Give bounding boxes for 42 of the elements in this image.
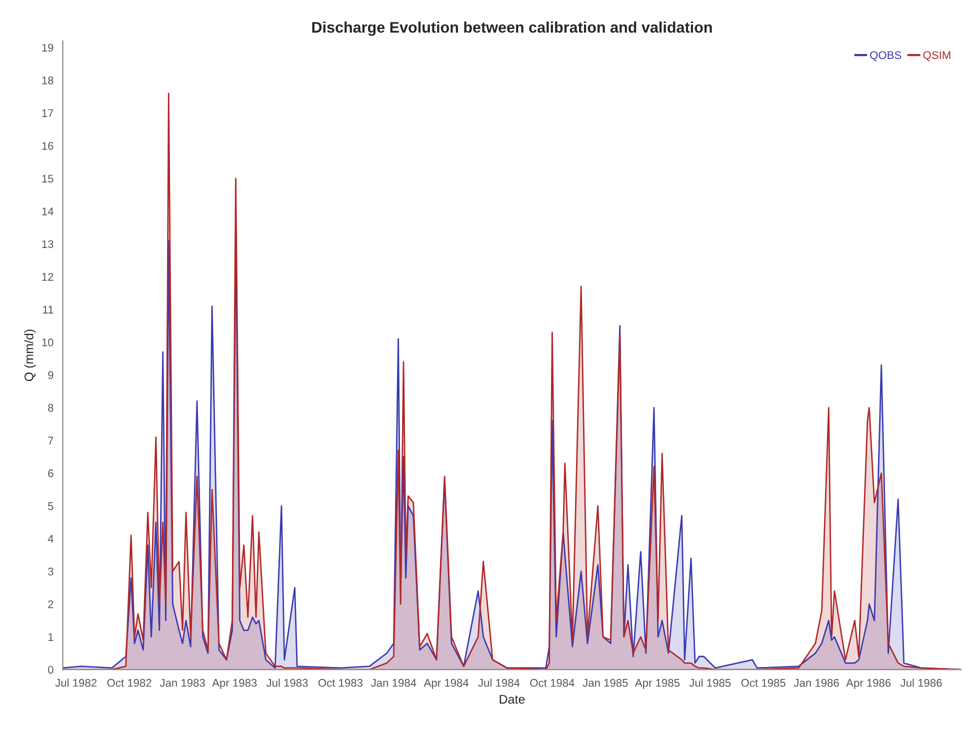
x-tick-label: Jan 1986 [794,678,839,687]
x-tick-label: Oct 1984 [530,678,574,687]
y-tick-label: 6 [48,469,54,478]
y-tick-label: 8 [48,404,54,412]
x-axis-title: Date [500,695,525,704]
x-tick-label: Jan 1984 [370,678,416,687]
x-tick-label: Jul 1986 [900,678,942,687]
y-tick-label: 19 [42,44,54,52]
y-tick-label: 15 [42,174,54,183]
x-tick-label: Jul 1984 [478,678,520,687]
legend-label: QSIM [923,51,950,62]
x-tick-label: Jul 1982 [55,678,97,687]
y-tick-label: 13 [42,240,54,248]
y-tick-label: 11 [43,306,54,314]
y-tick-label: 0 [48,666,54,674]
y-tick-label: 3 [48,568,54,576]
x-tick-label: Jan 1983 [160,678,205,687]
chart-title: Discharge Evolution between calibration and validation [312,22,712,36]
x-tick-label: Oct 1985 [741,678,786,687]
legend-label: QOBS [870,51,902,62]
x-tick-label: Apr 1986 [846,678,891,689]
y-axis-title: Q (mm/d) [24,330,36,382]
x-tick-label: Apr 1984 [424,678,469,689]
y-tick-label: 12 [42,272,54,281]
y-tick-label: 10 [42,338,54,346]
y-tick-label: 5 [48,502,54,510]
x-tick-label: Apr 1983 [212,678,257,689]
x-tick-label: Jul 1985 [689,678,731,687]
y-tick-label: 18 [42,76,54,84]
x-tick-label: Oct 1982 [107,678,152,687]
y-tick-label: 9 [48,371,54,380]
y-tick-label: 1 [48,633,54,641]
x-tick-label: Oct 1983 [318,678,363,687]
y-tick-label: 14 [42,208,54,216]
y-tick-label: 16 [42,142,54,150]
x-tick-label: Jan 1985 [582,678,628,687]
x-tick-label: Apr 1985 [634,678,680,689]
y-tick-label: 7 [48,436,54,444]
y-tick-label: 17 [42,109,54,117]
x-tick-label: Jul 1983 [266,678,308,687]
y-tick-label: 2 [48,600,54,608]
y-tick-label: 4 [48,535,54,543]
